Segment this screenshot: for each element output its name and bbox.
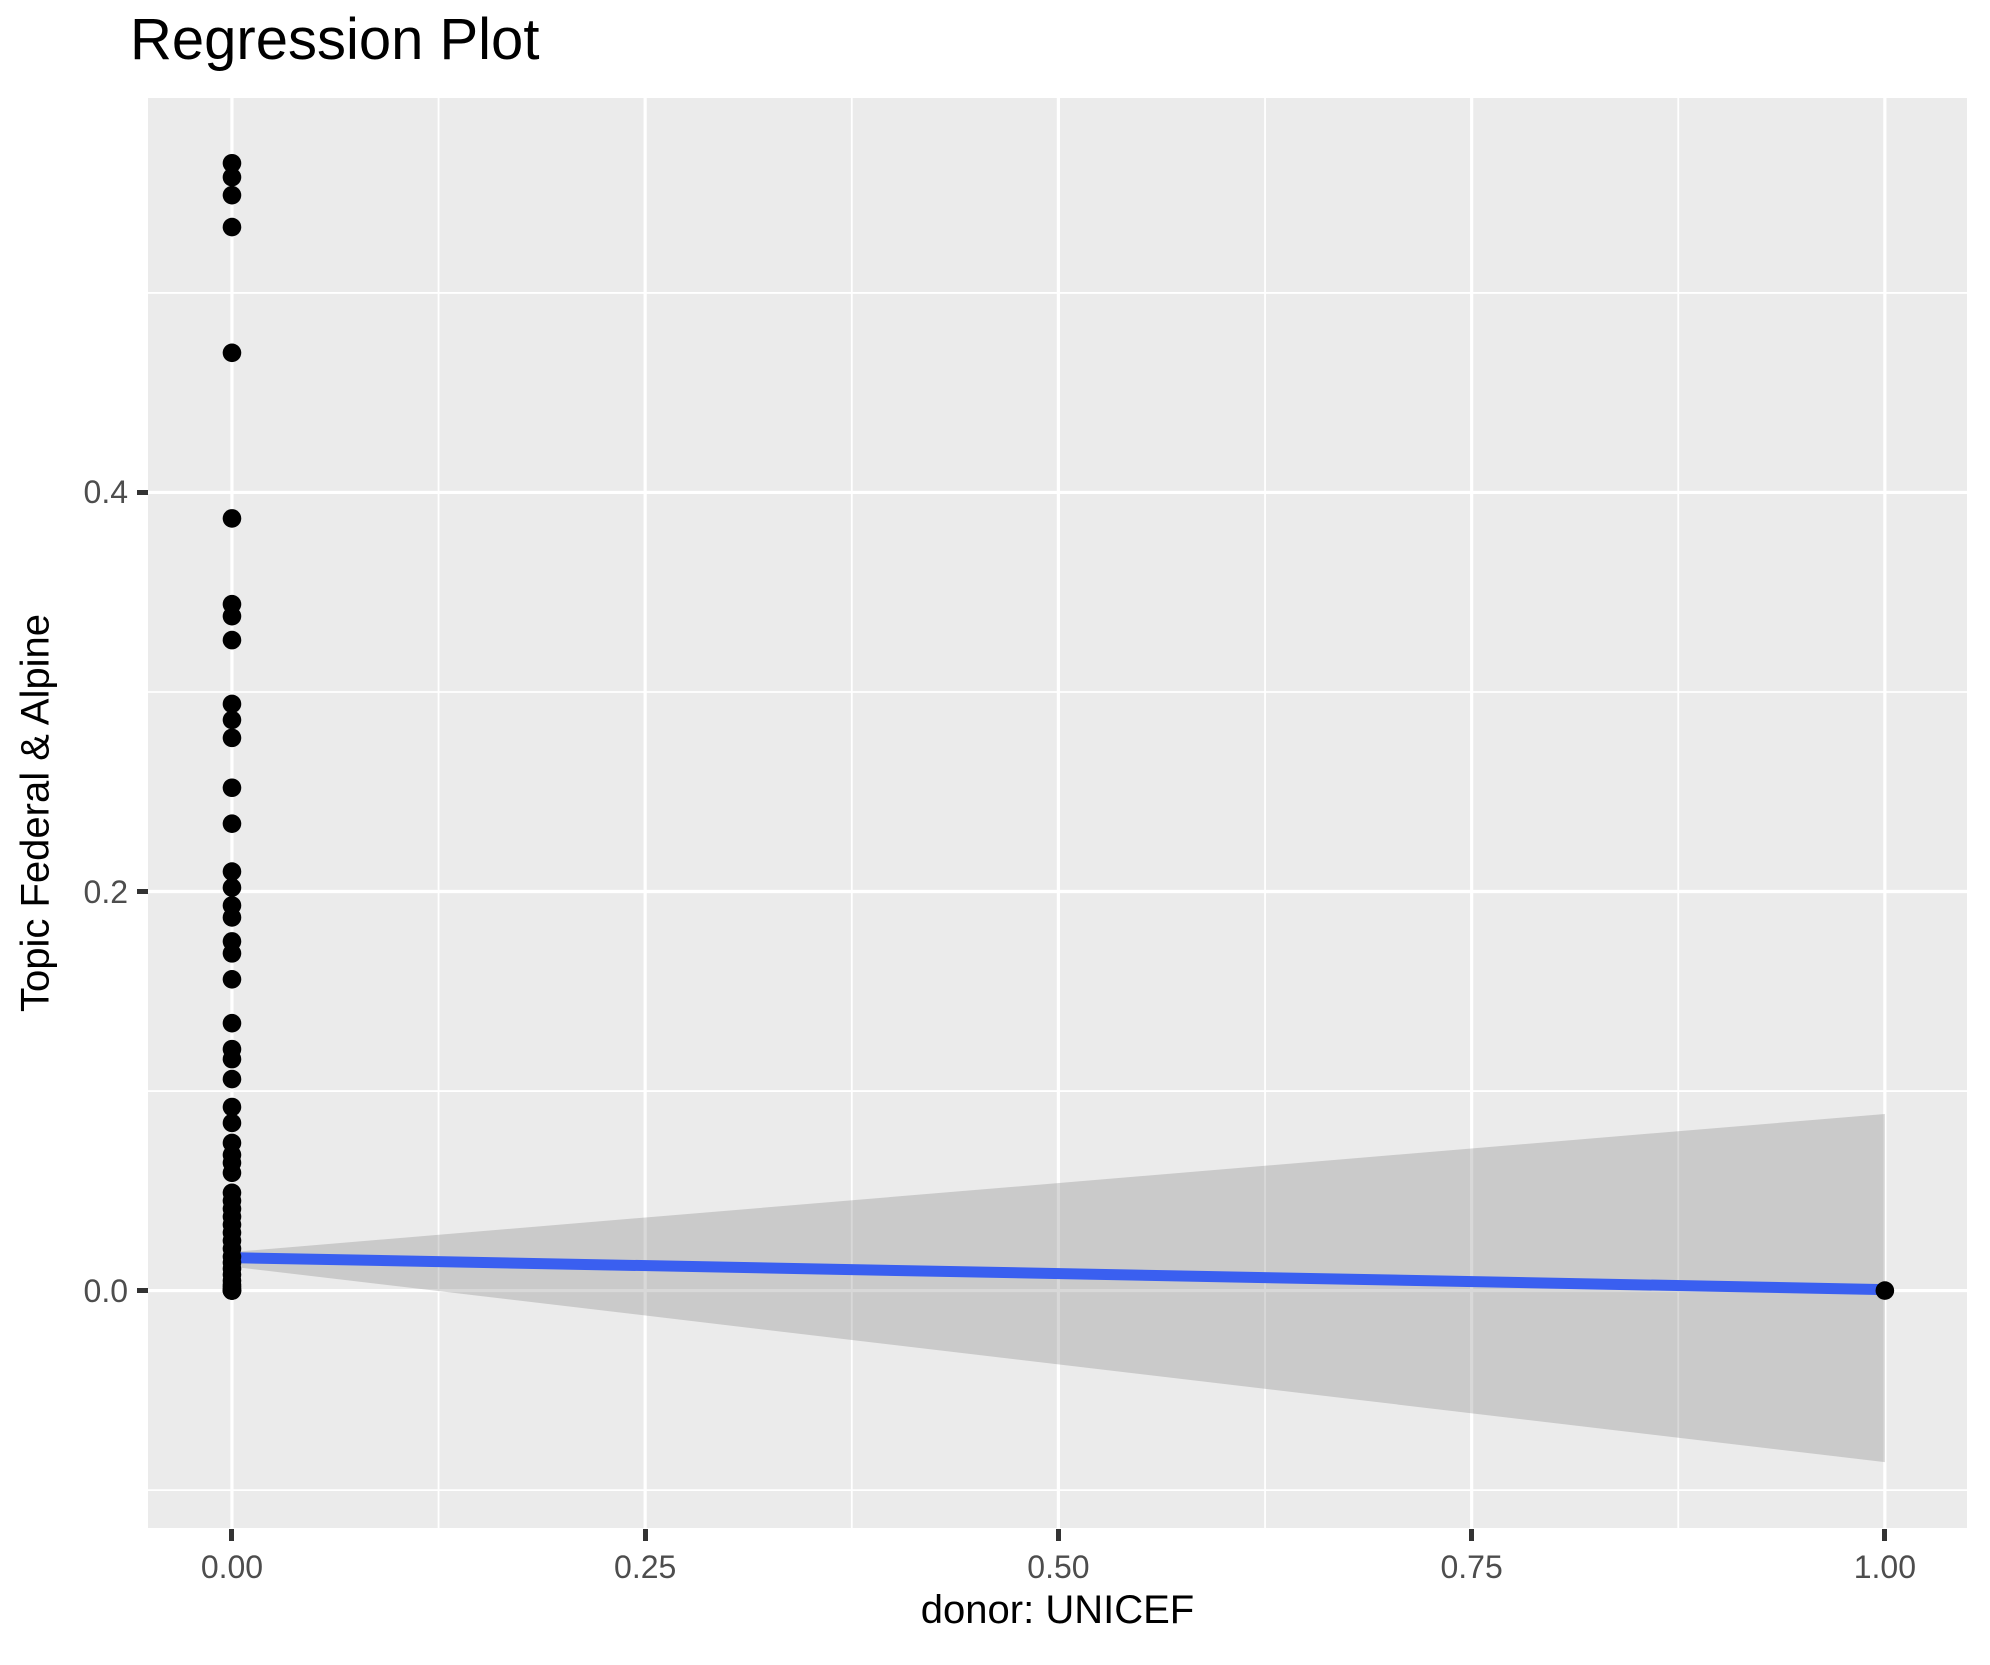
y-tick-mark xyxy=(137,889,148,894)
data-point xyxy=(222,970,242,989)
data-point xyxy=(222,217,242,237)
data-point xyxy=(222,1097,242,1117)
data-point xyxy=(222,778,242,798)
x-axis-title: donor: UNICEF xyxy=(920,1588,1195,1632)
data-point xyxy=(222,878,242,897)
data-point xyxy=(222,167,242,187)
regression-line xyxy=(231,1252,1885,1296)
data-point xyxy=(222,1069,242,1089)
data-point xyxy=(222,343,242,363)
x-tick-mark xyxy=(642,1529,648,1541)
y-tick-mark xyxy=(137,1288,148,1294)
data-point xyxy=(222,1281,242,1300)
x-tick-mark xyxy=(1882,1529,1888,1541)
data-point xyxy=(222,1013,242,1033)
data-point xyxy=(222,862,242,881)
y-tick-label: 0.4 xyxy=(83,474,128,511)
x-tick-label: 0.25 xyxy=(614,1549,677,1585)
x-tick-mark xyxy=(1469,1529,1475,1541)
x-tick-label: 0.00 xyxy=(200,1549,264,1585)
y-tick-label: 0.2 xyxy=(83,873,128,910)
plot-panel xyxy=(148,98,1967,1528)
data-point xyxy=(222,728,242,748)
data-point xyxy=(222,908,242,927)
plot-title: Regression Plot xyxy=(130,7,540,72)
x-tick-label: 1.00 xyxy=(1853,1549,1916,1585)
y-axis-title: Topic Federal & Alpine xyxy=(13,613,58,1013)
data-point xyxy=(222,606,242,626)
data-point xyxy=(222,1163,242,1183)
data-point xyxy=(222,1049,242,1069)
y-tick-mark xyxy=(137,489,148,495)
x-tick-mark xyxy=(1055,1529,1061,1541)
y-tick-label: 0.0 xyxy=(83,1272,128,1309)
x-tick-label: 0.75 xyxy=(1440,1549,1503,1585)
x-tick-label: 0.50 xyxy=(1027,1549,1090,1585)
data-point xyxy=(1875,1281,1895,1300)
data-point xyxy=(222,509,242,528)
data-point xyxy=(222,185,242,205)
data-point xyxy=(222,710,242,730)
data-point xyxy=(222,630,242,650)
data-point xyxy=(222,694,242,714)
data-point xyxy=(222,944,242,963)
data-point xyxy=(222,1113,242,1133)
data-point xyxy=(222,153,242,173)
confidence-band xyxy=(231,1113,1885,1463)
plot-canvas xyxy=(148,98,1967,1528)
data-point xyxy=(222,814,242,833)
x-tick-mark xyxy=(229,1529,235,1541)
